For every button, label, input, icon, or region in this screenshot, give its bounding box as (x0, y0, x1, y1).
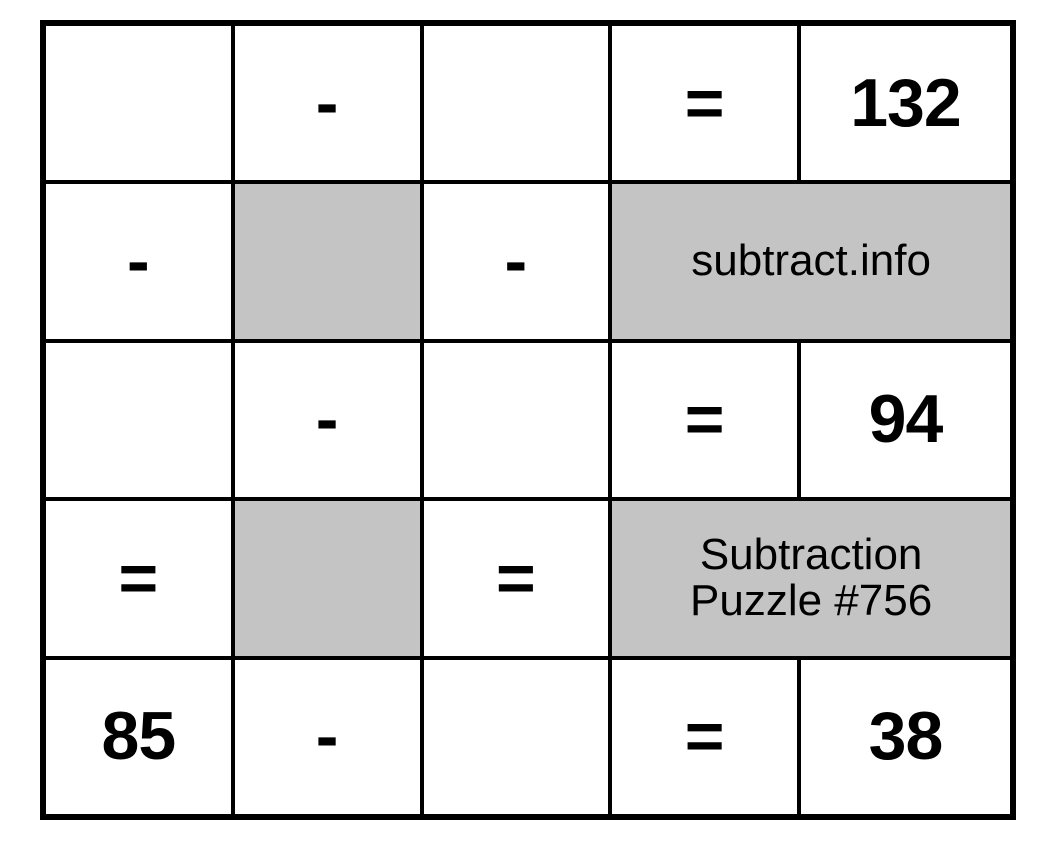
blank-cell-r2-c2 (422, 341, 611, 499)
value-cell-r4-c4: 38 (799, 658, 1012, 816)
value-cell-r0-c4: 132 (799, 24, 1012, 182)
info-cell-r1: subtract.info (610, 182, 1012, 340)
puzzle-grid: -=132--subtract.info-=94==Subtraction Pu… (40, 20, 1016, 820)
minus-cell-r1-c0: - (44, 182, 233, 340)
equals-cell-r2-c3: = (610, 341, 799, 499)
gray-cell-r3-c1 (233, 499, 422, 657)
equals-cell-r0-c3: = (610, 24, 799, 182)
minus-cell-r1-c2: - (422, 182, 611, 340)
gray-cell-r1-c1 (233, 182, 422, 340)
blank-cell-r0-c2 (422, 24, 611, 182)
minus-cell-r0-c1: - (233, 24, 422, 182)
blank-cell-r4-c2 (422, 658, 611, 816)
equals-cell-r3-c2: = (422, 499, 611, 657)
equals-cell-r3-c0: = (44, 499, 233, 657)
minus-cell-r2-c1: - (233, 341, 422, 499)
minus-cell-r4-c1: - (233, 658, 422, 816)
value-cell-r2-c4: 94 (799, 341, 1012, 499)
info-cell-r3: Subtraction Puzzle #756 (610, 499, 1012, 657)
blank-cell-r0-c0 (44, 24, 233, 182)
value-cell-r4-c0: 85 (44, 658, 233, 816)
equals-cell-r4-c3: = (610, 658, 799, 816)
blank-cell-r2-c0 (44, 341, 233, 499)
